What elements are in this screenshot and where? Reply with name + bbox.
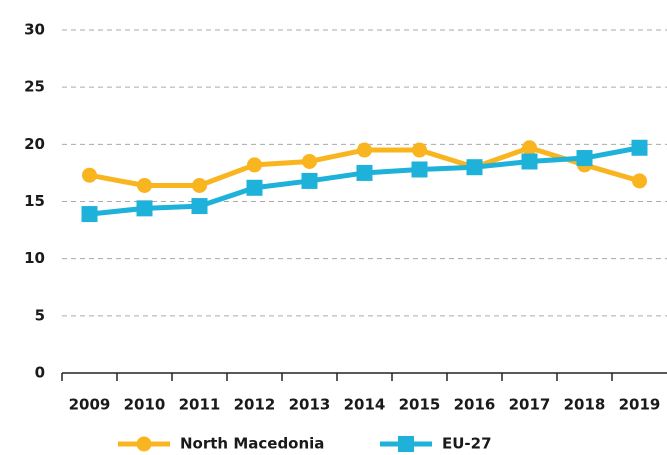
point — [632, 173, 647, 189]
point — [81, 206, 98, 223]
point — [521, 153, 538, 170]
point — [522, 140, 537, 156]
point — [82, 167, 97, 183]
point — [576, 150, 593, 167]
series-line — [89, 145, 640, 217]
point — [301, 172, 318, 189]
x-tick-label: 2019 — [619, 396, 661, 414]
y-tick-label: 5 — [35, 306, 45, 324]
x-tick-label: 2017 — [509, 396, 551, 414]
x-tick-label: 2011 — [179, 396, 221, 414]
point — [137, 177, 152, 193]
point — [191, 198, 208, 215]
point — [412, 142, 427, 158]
point — [302, 153, 317, 169]
x-tick-label: 2013 — [289, 396, 331, 414]
x-tick-label: 2015 — [399, 396, 441, 414]
x-tick-label: 2016 — [454, 396, 496, 414]
point — [411, 161, 428, 178]
x-tick-label: 2010 — [124, 396, 166, 414]
legend-label: EU-27 — [442, 435, 492, 453]
point — [192, 177, 207, 193]
x-tick-label: 2012 — [234, 396, 276, 414]
point — [356, 164, 373, 181]
x-tick-label: 2009 — [69, 396, 111, 414]
legend-label: North Macedonia — [180, 435, 324, 453]
point — [246, 179, 263, 196]
legend-marker — [136, 436, 152, 452]
point — [357, 142, 372, 158]
y-tick-label: 15 — [24, 192, 45, 210]
y-tick-label: 25 — [24, 78, 45, 96]
y-tick-label: 0 — [35, 364, 45, 382]
point — [466, 159, 483, 176]
y-tick-label: 30 — [24, 21, 45, 39]
legend-marker — [398, 436, 414, 452]
point — [247, 157, 262, 173]
x-tick-label: 2018 — [564, 396, 606, 414]
y-tick-label: 20 — [24, 135, 45, 153]
point — [631, 139, 648, 156]
x-tick-label: 2014 — [344, 396, 386, 414]
point — [136, 200, 153, 217]
y-tick-label: 10 — [24, 249, 45, 267]
